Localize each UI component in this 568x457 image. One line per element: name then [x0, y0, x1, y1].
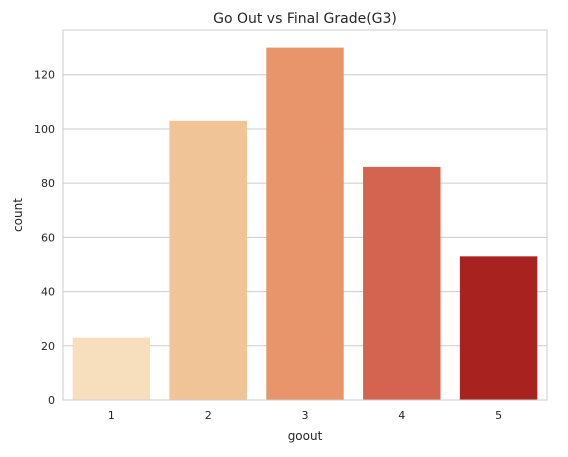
x-tick-labels: 1 2 3 4 5 — [108, 409, 502, 422]
x-tick-label: 2 — [205, 409, 212, 422]
y-tick-label: 120 — [34, 69, 55, 82]
x-tick-label: 5 — [495, 409, 502, 422]
bar-3 — [266, 48, 343, 400]
y-tick-label: 40 — [41, 286, 55, 299]
bar-1 — [73, 338, 150, 400]
x-tick-label: 1 — [108, 409, 115, 422]
bar-5 — [460, 256, 537, 400]
y-axis-label: count — [11, 198, 25, 232]
bar-4 — [363, 167, 440, 400]
x-tick-label: 3 — [302, 409, 309, 422]
y-tick-label: 80 — [41, 177, 55, 190]
y-tick-label: 0 — [48, 394, 55, 407]
y-tick-label: 60 — [41, 231, 55, 244]
y-tick-label: 100 — [34, 123, 55, 136]
y-tick-label: 20 — [41, 340, 55, 353]
x-tick-label: 4 — [398, 409, 405, 422]
x-axis-label: goout — [288, 429, 323, 443]
chart-title: Go Out vs Final Grade(G3) — [213, 11, 397, 27]
bar-2 — [169, 121, 246, 400]
y-tick-labels: 0 20 40 60 80 100 120 — [34, 69, 55, 407]
